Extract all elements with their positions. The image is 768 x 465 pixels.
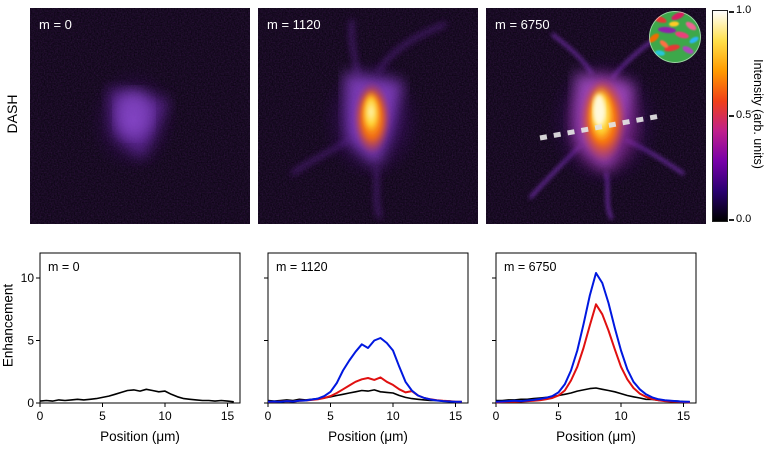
scan-line	[539, 113, 661, 141]
x-axis-label: Position (μm)	[100, 429, 180, 444]
panel-label: m = 0	[39, 17, 72, 32]
x-tick-label: 15	[221, 409, 235, 423]
enhancement-chart-m1120: 0 5 10 15 Position (μm) m = 1120	[264, 252, 469, 444]
series-line-black	[39, 388, 234, 403]
colorbar-gradient	[712, 10, 728, 222]
x-axis-label: Position (μm)	[556, 429, 636, 444]
dash-image-m0: m = 0	[30, 8, 250, 224]
colorbar-tick	[729, 11, 734, 13]
chart-m-label: m = 0	[48, 260, 80, 274]
y-tick-label: 5	[27, 334, 34, 348]
series-line-blue	[495, 272, 690, 403]
x-tick-label: 15	[677, 409, 691, 423]
neuron-core-hotspot	[593, 94, 605, 126]
x-tick-label: 5	[555, 409, 562, 423]
y-tick-label: 10	[21, 271, 35, 285]
plot-box	[495, 252, 697, 404]
dash-image-m1120: m = 1120	[258, 8, 478, 224]
colorbar-tick-label: 1.0	[736, 4, 752, 16]
colorbar-tick	[729, 115, 734, 117]
colorbar-tick	[729, 219, 734, 221]
row-label-dash: DASH	[4, 94, 20, 134]
x-tick-label: 10	[614, 409, 628, 423]
x-tick-label: 10	[386, 409, 400, 423]
y-tick-label: 0	[27, 396, 34, 410]
series-line-black	[267, 389, 462, 403]
x-tick-label: 15	[449, 409, 463, 423]
neuron-core	[116, 90, 152, 138]
panel-label: m = 1120	[267, 17, 321, 32]
x-tick-label: 5	[99, 409, 106, 423]
neuron-core	[362, 90, 380, 134]
chart-m-label: m = 1120	[276, 260, 328, 274]
x-tick-label: 0	[265, 409, 272, 423]
series-line-blue	[267, 337, 462, 403]
y-axis-label-enhancement: Enhancement	[0, 283, 16, 368]
x-tick-label: 10	[158, 409, 172, 423]
colorbar-tick-label: 0.5	[736, 109, 752, 121]
dash-image-m6750: m = 6750	[486, 8, 706, 224]
enhancement-chart-m6750: 0 5 10 15 Position (μm) m = 6750	[492, 252, 697, 444]
colorbar-title: Intensity (arb. units)	[751, 59, 765, 169]
x-tick-label: 5	[327, 409, 334, 423]
x-tick-label: 0	[493, 409, 500, 423]
chart-m-label: m = 6750	[504, 260, 557, 274]
plot-box	[39, 252, 241, 404]
x-tick-label: 0	[37, 409, 44, 423]
x-axis-label: Position (μm)	[328, 429, 408, 444]
panel-label: m = 6750	[495, 17, 550, 32]
plot-box	[267, 252, 469, 404]
enhancement-chart-m0: 0 5 10 15 0 5 10 Position (μm) m = 0	[21, 252, 241, 444]
colorbar-tick-label: 0.0	[736, 213, 752, 225]
phase-mask-inset	[649, 11, 701, 63]
